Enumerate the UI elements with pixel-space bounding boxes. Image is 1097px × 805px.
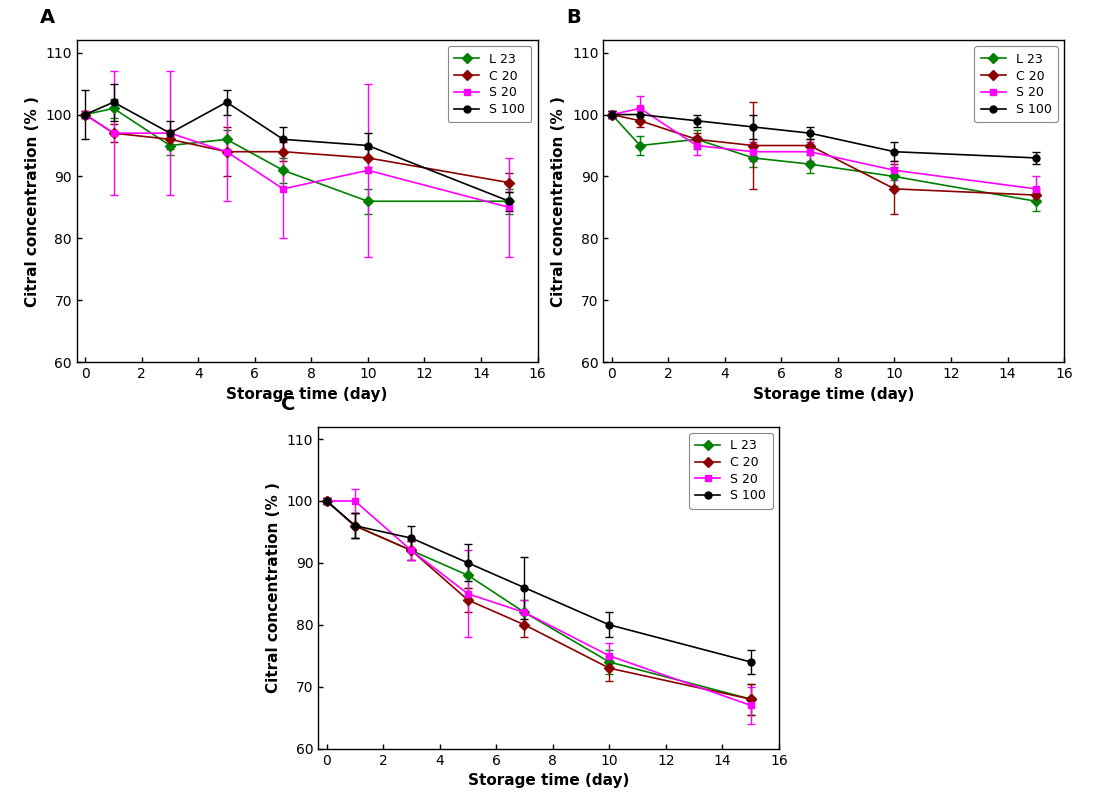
Legend: L 23, C 20, S 20, S 100: L 23, C 20, S 20, S 100 xyxy=(974,47,1058,122)
Text: A: A xyxy=(39,8,55,27)
Legend: L 23, C 20, S 20, S 100: L 23, C 20, S 20, S 100 xyxy=(448,47,531,122)
Text: B: B xyxy=(566,8,581,27)
X-axis label: Storage time (day): Storage time (day) xyxy=(753,386,915,402)
Legend: L 23, C 20, S 20, S 100: L 23, C 20, S 20, S 100 xyxy=(689,433,772,509)
X-axis label: Storage time (day): Storage time (day) xyxy=(467,773,630,788)
Y-axis label: Citral concentration (% ): Citral concentration (% ) xyxy=(267,482,281,693)
Y-axis label: Citral concentration (% ): Citral concentration (% ) xyxy=(25,96,39,307)
Y-axis label: Citral concentration (% ): Citral concentration (% ) xyxy=(552,96,566,307)
Text: C: C xyxy=(281,394,296,414)
X-axis label: Storage time (day): Storage time (day) xyxy=(226,386,388,402)
